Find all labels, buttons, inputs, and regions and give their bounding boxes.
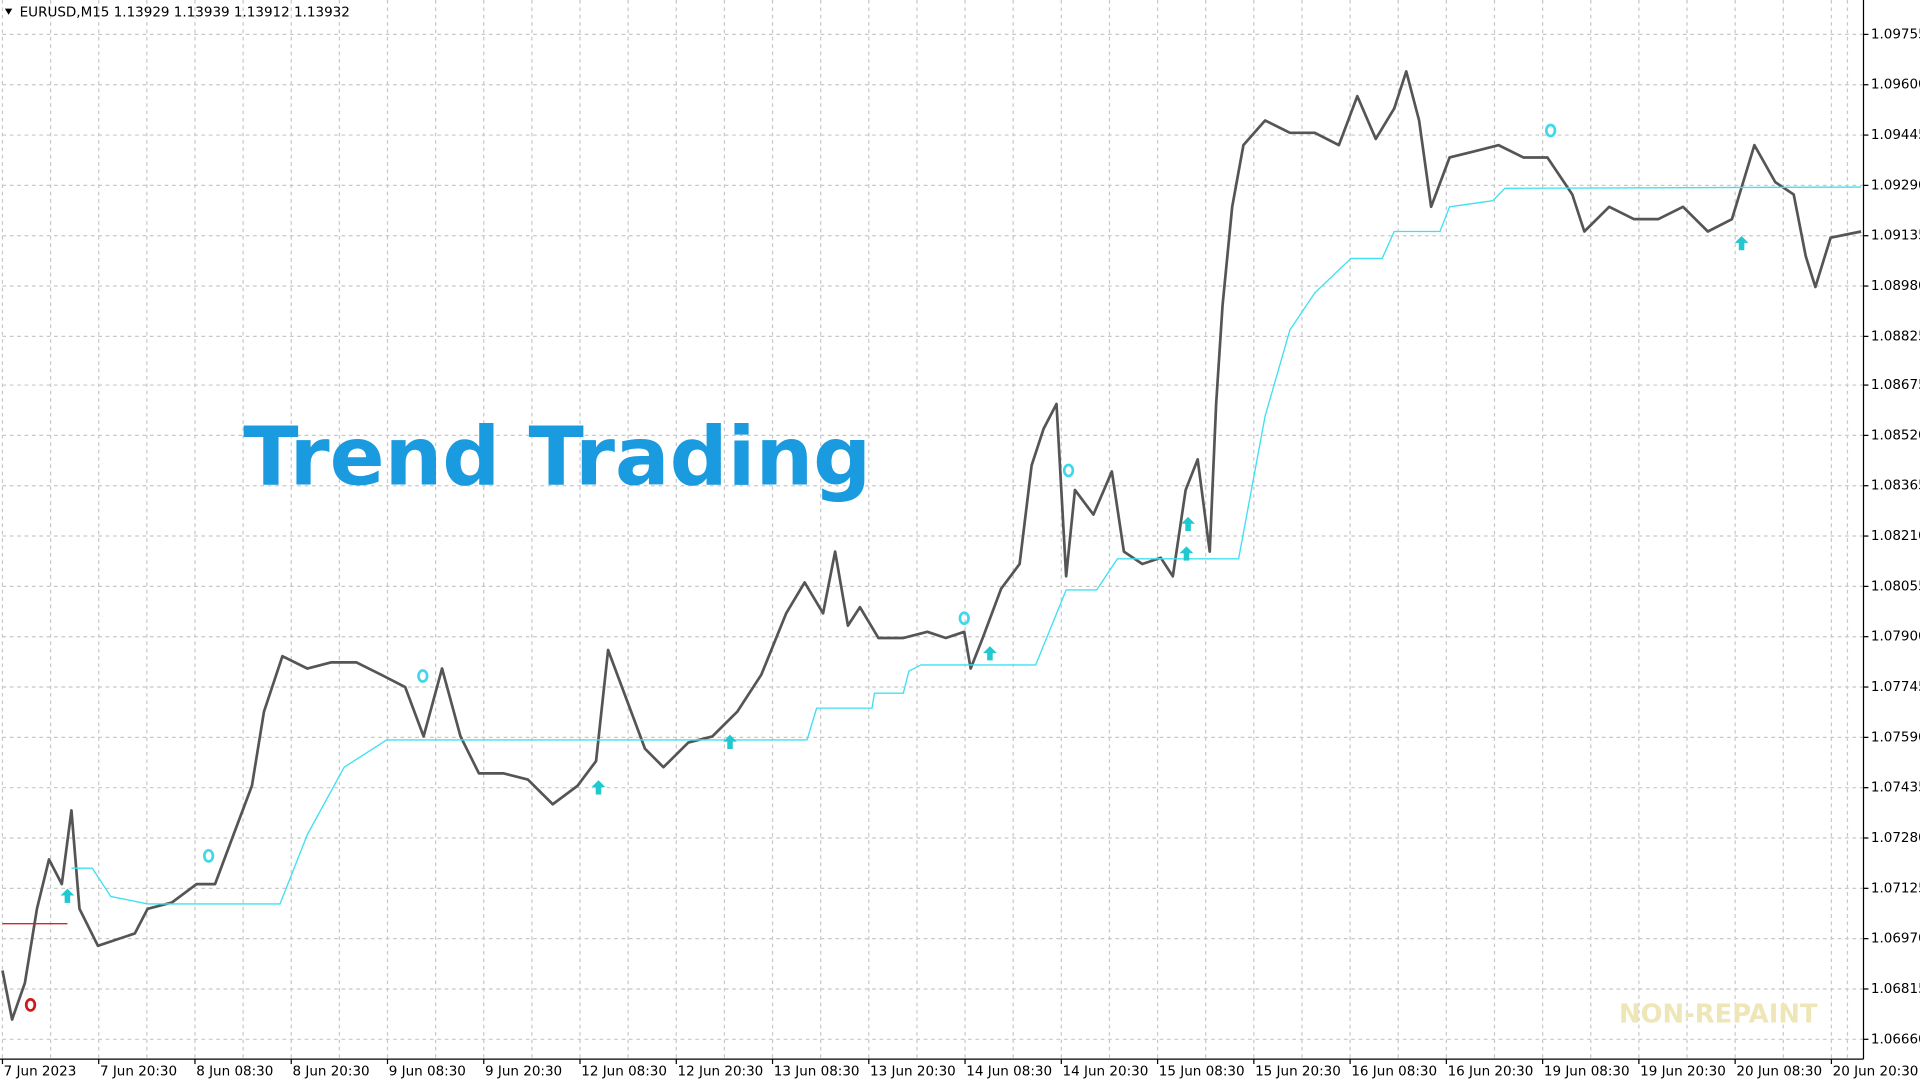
y-tick-label: 1.07280 <box>1871 830 1920 846</box>
signal-dot <box>1062 463 1075 478</box>
signal-arrow <box>1181 516 1195 532</box>
symbol-info: EURUSD,M15 1.13929 1.13939 1.13912 1.139… <box>20 4 350 20</box>
y-tick-label: 1.08210 <box>1871 528 1920 544</box>
x-tick-label: 20 Jun 20:30 <box>1833 1063 1919 1079</box>
y-tick-label: 1.09755 <box>1871 26 1920 42</box>
y-tick-label: 1.06815 <box>1871 981 1920 997</box>
signal-dot <box>24 998 37 1012</box>
x-tick-label: 14 Jun 20:30 <box>1063 1063 1149 1079</box>
x-tick-label: 7 Jun 2023 <box>4 1063 77 1079</box>
watermark: NON-REPAINT <box>1619 999 1818 1029</box>
trend-line <box>71 186 1862 905</box>
y-tick-label: 1.09600 <box>1871 77 1920 93</box>
signal-dot <box>958 611 970 626</box>
x-tick-label: 12 Jun 20:30 <box>678 1063 764 1079</box>
chart-title: Trend Trading <box>243 410 871 504</box>
dropdown-icon[interactable] <box>4 8 13 15</box>
signal-arrow <box>1179 546 1194 561</box>
y-tick-label: 1.07125 <box>1871 880 1920 896</box>
x-tick-label: 12 Jun 08:30 <box>581 1063 667 1079</box>
x-tick-label: 16 Jun 08:30 <box>1351 1063 1437 1079</box>
x-tick-label: 7 Jun 20:30 <box>100 1063 177 1079</box>
signal-arrow <box>1734 236 1749 251</box>
x-tick-label: 8 Jun 08:30 <box>196 1063 273 1079</box>
y-tick-label: 1.06970 <box>1871 931 1920 947</box>
y-tick-label: 1.06660 <box>1871 1031 1920 1047</box>
y-tick-label: 1.08520 <box>1871 427 1920 443</box>
y-tick-label: 1.08365 <box>1871 478 1920 494</box>
x-tick-label: 15 Jun 08:30 <box>1159 1063 1245 1079</box>
plot <box>1 70 1862 1021</box>
y-tick-label: 1.07590 <box>1871 729 1920 745</box>
x-tick-label: 15 Jun 20:30 <box>1255 1063 1341 1079</box>
signal-arrow <box>591 780 606 795</box>
y-tick-label: 1.07435 <box>1871 780 1920 796</box>
x-tick-label: 8 Jun 20:30 <box>292 1063 369 1079</box>
x-tick-label: 13 Jun 20:30 <box>870 1063 956 1079</box>
x-tick-label: 20 Jun 08:30 <box>1736 1063 1822 1079</box>
signal-dot <box>417 669 429 683</box>
x-tick-label: 16 Jun 20:30 <box>1448 1063 1534 1079</box>
x-tick-label: 13 Jun 08:30 <box>774 1063 860 1079</box>
x-tick-label: 14 Jun 08:30 <box>966 1063 1052 1079</box>
signal-arrow <box>60 888 75 903</box>
y-tick-label: 1.08055 <box>1871 578 1920 594</box>
y-tick-label: 1.09135 <box>1871 228 1920 244</box>
x-tick-label: 19 Jun 20:30 <box>1640 1063 1726 1079</box>
x-tick-label: 19 Jun 08:30 <box>1544 1063 1630 1079</box>
y-tick-label: 1.08980 <box>1871 278 1920 294</box>
y-tick-label: 1.07900 <box>1871 629 1920 645</box>
signal-arrow <box>983 646 997 661</box>
x-tick-label: 9 Jun 20:30 <box>485 1063 562 1079</box>
y-tick-label: 1.08675 <box>1871 377 1920 393</box>
y-tick-label: 1.09290 <box>1871 177 1920 193</box>
price-line <box>1 70 1862 1021</box>
signal-dot <box>202 848 215 863</box>
y-tick-label: 1.09445 <box>1871 127 1920 143</box>
y-tick-label: 1.08825 <box>1871 328 1920 344</box>
signal-arrow <box>723 734 737 749</box>
signal-dot <box>1544 123 1557 138</box>
x-tick-label: 9 Jun 08:30 <box>389 1063 466 1079</box>
grid <box>1 0 1864 1060</box>
y-tick-label: 1.07745 <box>1871 679 1920 695</box>
